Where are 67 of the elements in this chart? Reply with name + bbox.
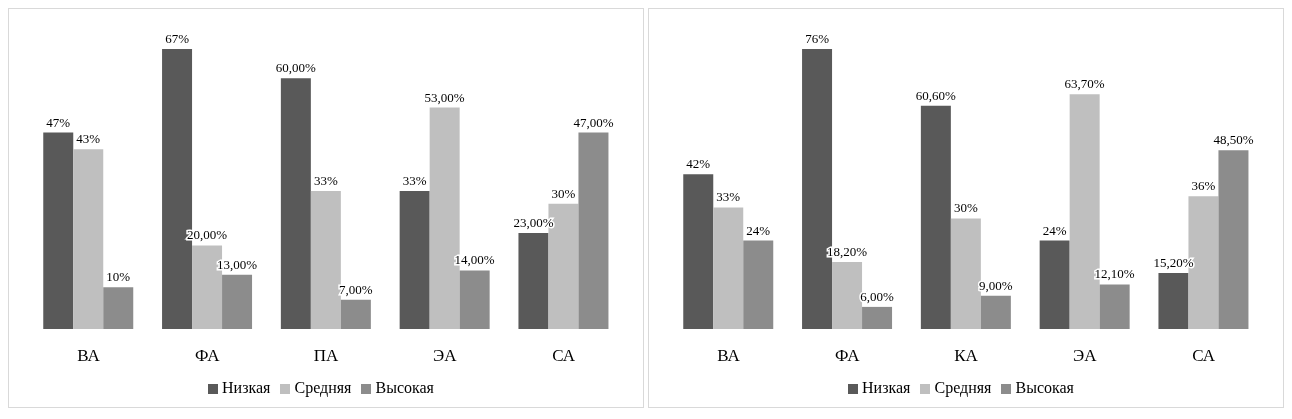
bar <box>518 232 549 329</box>
bar <box>459 270 490 329</box>
data-label: 43% <box>76 131 101 147</box>
data-label: 9,00% <box>979 277 1013 293</box>
bar <box>920 105 951 329</box>
bar <box>310 191 341 329</box>
x-tick-label: ФА <box>194 346 221 366</box>
bar <box>43 132 74 329</box>
bar <box>103 287 134 329</box>
bar <box>980 295 1011 329</box>
data-label: 63,70% <box>1064 76 1105 92</box>
data-label: 47,00% <box>573 114 614 130</box>
legend-label: Средняя <box>934 379 992 396</box>
bar <box>280 78 311 329</box>
bar <box>1039 240 1070 329</box>
x-tick-label: КА <box>954 346 979 366</box>
bar <box>862 306 893 329</box>
bar <box>578 132 609 329</box>
x-tick-label: ВА <box>717 346 741 366</box>
bar <box>713 207 744 329</box>
legend-label: Низкая <box>222 379 271 396</box>
legend-label: Средняя <box>294 379 352 396</box>
data-label: 23,00% <box>513 214 554 230</box>
bar <box>73 149 104 329</box>
data-label: 24% <box>1042 222 1067 238</box>
data-label: 10% <box>106 269 131 285</box>
x-tick-label: ЭА <box>1073 346 1098 366</box>
x-tick-label: СА <box>1192 346 1216 366</box>
data-label: 7,00% <box>339 281 373 297</box>
data-label: 33% <box>402 173 427 189</box>
bar <box>743 240 774 329</box>
legend-label: Низкая <box>862 379 911 396</box>
data-label: 14,00% <box>454 252 495 268</box>
data-label: 48,50% <box>1213 132 1254 148</box>
data-label: 33% <box>313 173 338 189</box>
legend-label: Высокая <box>1015 379 1074 396</box>
data-label: 6,00% <box>860 288 895 304</box>
data-label: 67% <box>165 31 190 46</box>
x-tick-label: СА <box>552 346 576 366</box>
data-label: 13,00% <box>217 256 258 272</box>
bar <box>832 261 863 329</box>
data-label: 24% <box>746 222 771 238</box>
bar <box>1158 273 1189 329</box>
bar <box>340 299 371 329</box>
bar <box>1099 284 1130 329</box>
bar <box>399 191 430 329</box>
data-label: 60,60% <box>915 87 957 103</box>
bar <box>222 274 253 329</box>
x-tick-label: ЭА <box>433 346 458 366</box>
data-label: 76% <box>805 31 830 46</box>
data-label: 36% <box>1191 178 1216 194</box>
data-label: 60,00% <box>275 60 317 76</box>
data-label: 33% <box>716 189 741 205</box>
data-label: 53,00% <box>424 89 465 105</box>
bar <box>950 218 981 329</box>
data-label: 42% <box>686 156 711 172</box>
x-tick-label: ПА <box>313 346 339 366</box>
data-label: 30% <box>953 200 978 216</box>
x-tick-label: ФА <box>834 346 861 366</box>
bar <box>1218 150 1249 329</box>
data-label: 47% <box>46 114 71 130</box>
bar <box>683 174 714 329</box>
x-tick-label: ВА <box>77 346 101 366</box>
data-label: 15,20% <box>1153 255 1194 270</box>
data-label: 12,10% <box>1094 266 1135 282</box>
legend-label: Высокая <box>375 379 434 396</box>
data-label: 30% <box>551 185 576 201</box>
